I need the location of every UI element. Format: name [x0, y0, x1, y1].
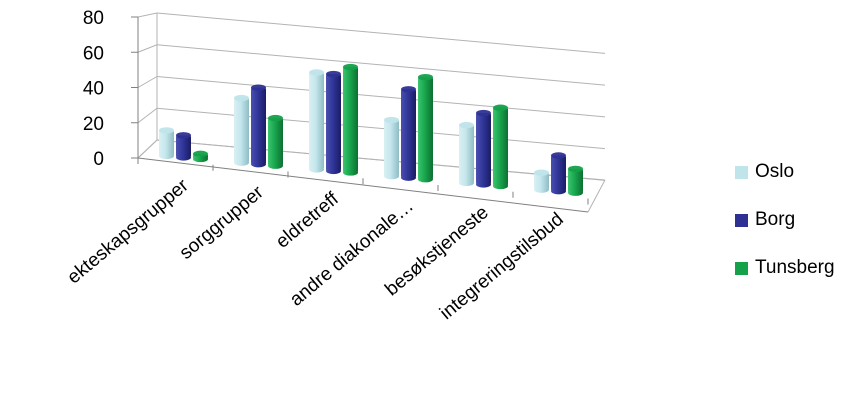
bar-tunsberg-3	[418, 77, 433, 180]
bar-base-borg-1	[251, 160, 266, 168]
bar-cap-borg-4	[476, 109, 491, 117]
y-tick-label: 60	[83, 43, 104, 64]
bar-base-tunsberg-0	[193, 155, 208, 163]
bar-oslo-5	[534, 172, 549, 190]
bar-oslo-1	[234, 98, 249, 163]
bar-cap-tunsberg-3	[418, 74, 433, 81]
bar-base-borg-3	[401, 174, 416, 181]
y-tick-label: 20	[83, 114, 104, 135]
legend-item-borg: Borg	[735, 196, 835, 244]
bar-cap-oslo-4	[459, 121, 474, 129]
legend-swatch-borg	[735, 213, 748, 227]
bar-base-borg-5	[551, 187, 566, 195]
y-tick-label: 0	[93, 149, 104, 170]
legend: Oslo Borg Tunsberg	[735, 148, 835, 292]
bar-base-tunsberg-5	[568, 189, 583, 196]
legend-item-tunsberg: Tunsberg	[735, 244, 835, 292]
bar-tunsberg-1	[268, 118, 283, 166]
legend-item-oslo: Oslo	[735, 148, 835, 196]
bar-cap-oslo-2	[309, 69, 324, 76]
legend-swatch-oslo	[735, 165, 748, 179]
bar-oslo-2	[309, 72, 324, 170]
legend-label-borg: Borg	[755, 209, 796, 230]
legend-label-tunsberg: Tunsberg	[755, 257, 835, 278]
bar-base-borg-0	[176, 154, 191, 161]
bar-borg-2	[326, 74, 341, 171]
bar-base-oslo-3	[384, 172, 399, 180]
y-tick-label: 80	[83, 8, 104, 29]
bar-base-oslo-4	[459, 179, 474, 187]
bar-cap-tunsberg-0	[193, 150, 208, 158]
bar-oslo-0	[159, 130, 174, 156]
bar-tunsberg-5	[568, 168, 583, 193]
bar-cap-borg-5	[551, 152, 566, 159]
bar-borg-1	[251, 87, 266, 165]
bar-tunsberg-2	[343, 67, 358, 173]
bar-oslo-3	[384, 120, 399, 177]
bar-base-tunsberg-2	[343, 169, 358, 176]
bar-cap-oslo-1	[234, 94, 249, 102]
bar-base-tunsberg-3	[418, 176, 433, 183]
bar-cap-tunsberg-4	[493, 104, 508, 111]
bar-base-borg-4	[476, 181, 491, 188]
bar-borg-4	[476, 113, 491, 185]
bar-base-tunsberg-4	[493, 182, 508, 190]
legend-swatch-tunsberg	[735, 261, 748, 275]
bar-borg-5	[551, 155, 566, 192]
y-tick-label: 40	[83, 79, 104, 100]
bar-cap-tunsberg-5	[568, 165, 583, 173]
bar-borg-0	[176, 135, 191, 158]
x-tick-label: eldretreff	[272, 188, 343, 253]
bar-base-borg-2	[326, 167, 341, 175]
bar-borg-3	[401, 89, 416, 178]
bar-cap-tunsberg-2	[343, 63, 358, 71]
bar-cap-oslo-0	[159, 127, 174, 134]
x-tick-label: ekteskapsgrupper	[64, 175, 194, 289]
bar-base-oslo-0	[159, 152, 174, 160]
bar-base-oslo-2	[309, 166, 324, 173]
bar-cap-borg-2	[326, 70, 341, 78]
bar-base-tunsberg-1	[268, 162, 283, 169]
bar-cap-tunsberg-1	[268, 114, 283, 122]
bar-oslo-4	[459, 125, 474, 183]
bar-base-oslo-1	[234, 159, 249, 166]
bar-cap-borg-3	[401, 86, 416, 93]
bar-cap-oslo-5	[534, 169, 549, 176]
bar-cap-oslo-3	[384, 116, 399, 124]
legend-label-oslo: Oslo	[755, 161, 795, 182]
bar-cap-borg-0	[176, 132, 191, 139]
bar-base-oslo-5	[534, 186, 549, 193]
bar-cap-borg-1	[251, 84, 266, 91]
bar-tunsberg-4	[493, 107, 508, 186]
